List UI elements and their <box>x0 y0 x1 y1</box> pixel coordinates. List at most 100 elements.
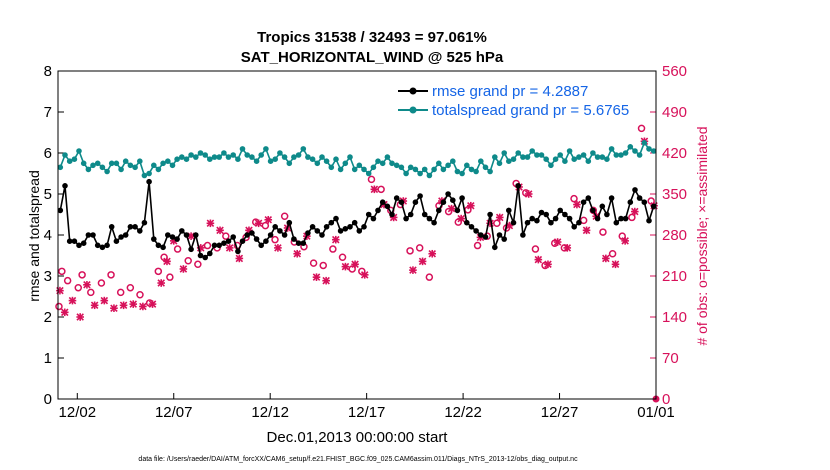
y-tick-label: 3 <box>44 268 52 285</box>
rmse-series-point <box>85 232 92 238</box>
obs-assimilated-point <box>467 201 475 210</box>
rmse-series-point <box>431 219 437 226</box>
obs-possible-point <box>74 283 83 292</box>
rmse-series-point <box>179 228 185 234</box>
rmse-series-point <box>151 236 157 242</box>
totalspread-series-point <box>571 156 577 162</box>
totalspread-series-point <box>295 152 302 158</box>
rmse-series-point <box>249 230 255 236</box>
x-tick-label: 01/01 <box>637 404 675 421</box>
totalspread-series-point <box>118 166 124 173</box>
totalspread-series-point <box>613 152 620 158</box>
obs-assimilated-point <box>206 219 215 228</box>
rmse-series-point <box>454 207 461 214</box>
rmse-series-point <box>211 242 218 249</box>
rmse-series-point <box>393 195 400 201</box>
rmse-series-point <box>104 242 110 249</box>
rmse-series-point <box>80 240 87 246</box>
obs-possible-point <box>271 235 279 244</box>
obs-assimilated-point <box>331 235 340 244</box>
totalspread-series-point <box>548 162 554 169</box>
y2-tick-label: 210 <box>662 268 687 285</box>
obs-assimilated-point <box>602 254 610 263</box>
rmse-series-point <box>305 230 311 236</box>
rmse-series-point <box>216 242 222 249</box>
totalspread-series-point <box>155 166 162 173</box>
obs-possible-point <box>55 302 63 311</box>
rmse-series-point <box>235 248 241 255</box>
totalspread-series-point <box>122 158 129 164</box>
totalspread-series-point <box>230 152 236 158</box>
totalspread-series-point <box>347 154 353 160</box>
obs-assimilated-point <box>457 214 465 223</box>
rmse-series-point <box>258 242 265 249</box>
rmse-series-point <box>71 238 78 244</box>
rmse-series-point <box>599 203 606 210</box>
obs-possible-point <box>319 261 327 270</box>
obs-assimilated-point <box>351 260 359 269</box>
y2-tick-label: 560 <box>662 63 687 80</box>
rmse-series-point <box>90 232 96 238</box>
rmse-series-point <box>398 199 405 205</box>
rmse-series-point <box>57 207 64 214</box>
rmse-series-point <box>646 217 652 224</box>
y2-axis-label: # of obs: o=possible; ×=assimilated <box>694 126 710 345</box>
x-tick-label: 12/27 <box>541 404 579 421</box>
rmse-series-point <box>267 232 274 238</box>
obs-possible-point <box>136 290 144 299</box>
totalspread-series-point <box>193 154 199 160</box>
rmse-series-point <box>188 246 194 253</box>
obs-assimilated-point <box>495 213 504 222</box>
y-tick-label: 1 <box>44 350 52 367</box>
totalspread-series-point <box>543 156 549 162</box>
obs-assimilated-point <box>553 238 562 246</box>
rmse-series-point <box>464 219 470 226</box>
obs-possible-point <box>173 245 182 253</box>
totalspread-series-point <box>104 168 110 175</box>
obs-assimilated-point <box>216 226 224 235</box>
rmse-series-point <box>627 199 634 205</box>
obs-possible-point <box>329 245 337 253</box>
y-tick-label: 4 <box>44 227 52 244</box>
totalspread-series-point <box>361 166 367 173</box>
rmse-series-point <box>506 207 512 214</box>
totalspread-series-point <box>501 150 508 156</box>
obs-possible-point <box>579 216 588 225</box>
totalspread-series-point <box>576 154 582 160</box>
totalspread-series-point <box>76 148 82 154</box>
x-axis-label: Dec.01,2013 00:00:00 start <box>267 429 449 446</box>
rmse-series-point <box>127 224 134 230</box>
obs-assimilated-point <box>264 215 273 224</box>
totalspread-series-point <box>137 158 143 164</box>
totalspread-series-point <box>431 166 437 173</box>
obs-assimilated-point <box>544 260 552 269</box>
rmse-series-point <box>650 203 657 210</box>
rmse-series-point <box>459 195 465 201</box>
totalspread-series-point <box>641 140 648 146</box>
totalspread-series-point <box>417 170 423 177</box>
rmse-series-point <box>365 211 372 218</box>
obs-assimilated-point <box>83 280 91 289</box>
obs-assimilated-point <box>119 301 128 310</box>
rmse-series-point <box>524 219 531 226</box>
rmse-series-point <box>221 240 227 246</box>
obs-assimilated-point <box>582 226 591 235</box>
totalspread-series-point <box>468 166 475 173</box>
rmse-series-point <box>445 191 451 197</box>
rmse-series-point <box>375 207 381 214</box>
rmse-series-point <box>436 207 442 214</box>
totalspread-series-point <box>482 164 489 171</box>
rmse-series-point <box>108 224 115 230</box>
obs-assimilated-point <box>409 266 417 274</box>
chart-title: Tropics 31538 / 32493 = 97.061% <box>257 29 487 46</box>
plot-frame <box>57 70 657 400</box>
rmse-series-point <box>351 219 358 226</box>
totalspread-series-point <box>221 150 227 156</box>
rmse-series-point <box>576 219 582 226</box>
y2-tick-label: 420 <box>662 145 687 162</box>
totalspread-series-point <box>562 158 568 164</box>
rmse-series-point <box>122 232 129 238</box>
obs-assimilated-point <box>139 302 147 311</box>
totalspread-series-point <box>426 172 433 179</box>
totalspread-series-point <box>590 150 596 156</box>
